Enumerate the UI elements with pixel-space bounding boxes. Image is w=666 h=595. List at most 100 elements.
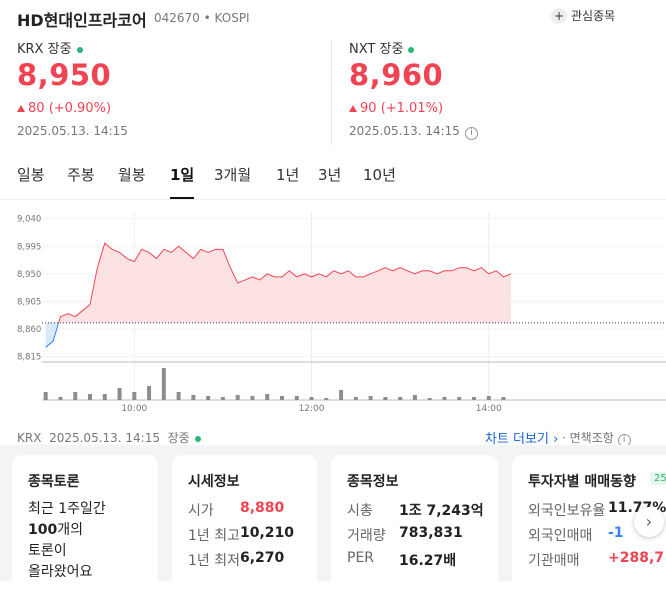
disclaimer-label: 면책조항 [569,431,614,445]
volume-bar [486,396,491,400]
code: 042670 [154,11,200,25]
footer-status: 장중 [167,431,190,445]
info-row: 외국인매매 -1 [528,525,624,545]
tab[interactable]: 주봉 [67,166,95,184]
quote-time: 2025.05.13. 14:15 [17,124,128,138]
footer-exchange: KRX [17,431,42,445]
row-label: 시가 [188,503,214,519]
card-title: 투자자별 매매동향 [528,474,636,490]
volume-bar [58,397,63,400]
volume-bar [73,392,78,400]
card-stock-info[interactable]: 종목정보 시총 1조 7,243억 거래량 783,831 PER 16.27배 [331,455,498,595]
x-tick-label: 14:00 [476,404,502,414]
tab[interactable]: 일봉 [17,166,45,184]
tab[interactable]: 월봉 [118,166,146,184]
change-pct: (+0.90%) [48,101,112,116]
quote-head: KRX 장중 [17,38,83,57]
row-value: 8,880 [240,500,285,516]
change-value: 80 [28,101,45,116]
volume-bar [132,392,137,400]
info-row: 기관매매 +288,7 [528,550,664,570]
volume-bar [176,392,181,400]
info-row: 1년 최저 6,270 [188,550,284,570]
volume-bar [88,394,92,400]
volume-bar [457,397,462,400]
sep: • [203,11,211,25]
price: 8,960 [349,58,444,92]
y-tick-label: 8,905 [17,297,41,307]
time: 2025.05.13. 14:15 [349,124,460,138]
volume-bar [412,395,417,400]
x-tick-label: 12:00 [299,404,325,414]
volume-bar [43,392,48,400]
quote-head: NXT 장중 [349,38,415,57]
tab[interactable]: 10년 [363,166,396,184]
row-label: 외국인보유율 [528,503,606,519]
row-value: 1조 7,243억 [399,503,484,519]
change: 90 (+1.01%) [349,101,443,116]
tab[interactable]: 1일 [170,166,195,184]
volume-bar [235,395,240,400]
row-label: 시총 [347,503,373,519]
card-title: 종목정보 [347,474,399,490]
volume-bar [265,394,270,400]
exchange: NXT [349,42,376,57]
row-label: 외국인매매 [528,528,593,544]
next-button[interactable]: › [634,507,664,537]
footer-info: KRX 2025.05.13. 14:15 장중 [17,429,201,446]
area-above [45,243,511,323]
change: 80 (+0.90%) [17,101,111,116]
card-body: 최근 1주일간 100개의 토론이 올라왔어요 [28,499,106,583]
count: 100 [28,522,58,538]
y-tick-label: 8,860 [17,325,41,335]
tab-border [0,199,666,200]
y-tick-label: 8,995 [17,242,41,252]
info-row: 시총 1조 7,243억 [347,500,484,520]
y-tick-label: 8,815 [17,352,41,362]
line: 올라왔어요 [28,564,93,580]
volume-bar [339,390,344,400]
tab[interactable]: 1년 [276,166,300,184]
x-tick-label: 10:00 [121,404,147,414]
watch-label: 관심종목 [571,9,616,23]
watch-button[interactable]: + 관심종목 [551,7,615,24]
volume-bar [472,397,476,400]
card-price-info[interactable]: 시세정보 시가 8,880 1년 최고 10,210 1년 최저 6,270 [172,455,317,595]
card-discussion[interactable]: 종목토론 최근 1주일간 100개의 토론이 올라왔어요 [12,455,158,595]
volume-bar [398,397,403,400]
row-value: 16.27배 [399,553,457,569]
row-value: 10,210 [240,525,295,541]
row-value: 6,270 [240,550,285,566]
info-row: 1년 최고 10,210 [188,525,294,545]
card-title: 종목토론 [28,474,80,490]
line: 토론이 [28,543,67,559]
volume-bar [368,396,373,400]
footer-time: 2025.05.13. 14:15 [49,431,160,445]
info-row: 시가 8,880 [188,500,284,520]
more-link[interactable]: 차트 더보기 › [485,432,559,447]
tab[interactable]: 3년 [318,166,342,184]
stock-name: HD현대인프라코어 [17,11,147,30]
tab[interactable]: 3개월 [214,166,252,184]
up-arrow [349,105,357,112]
status-dot [408,46,415,53]
badge: 25. [650,472,666,485]
divider [331,40,332,145]
info-row: 거래량 783,831 [347,525,463,545]
volume-bar [250,396,255,400]
info-icon: i [464,127,478,140]
exchange: KRX [17,42,44,57]
volume-bar [191,395,196,400]
quote-time: 2025.05.13. 14:15 i [349,124,478,140]
volume-bar [501,397,506,400]
change-value: 90 [360,101,377,116]
info-row: 외국인보유율 11.77% [528,500,666,520]
row-value: 783,831 [399,525,463,541]
tab-underline [170,197,194,199]
volume-bar [353,397,358,400]
volume-bar [206,396,211,400]
area-below [45,322,59,348]
up-arrow [17,105,25,112]
row-label: 거래량 [347,528,386,544]
y-tick-label: 8,950 [17,270,41,280]
